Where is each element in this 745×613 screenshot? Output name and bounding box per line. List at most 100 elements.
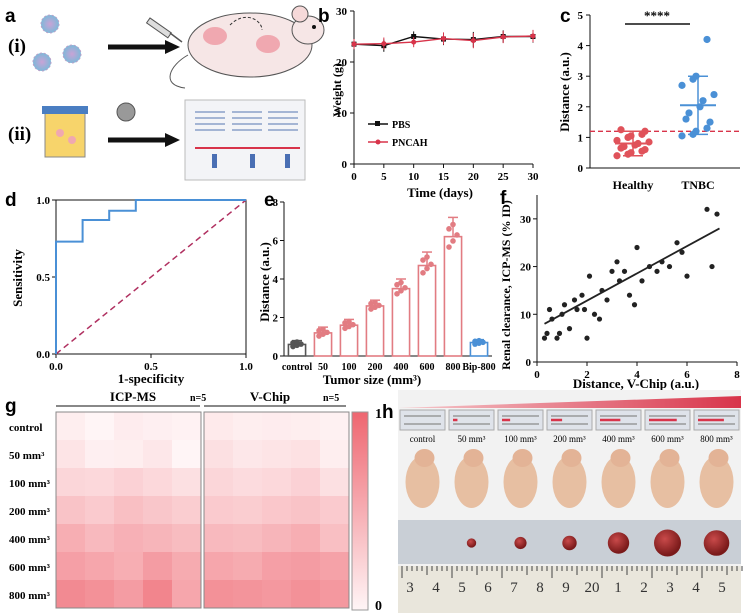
h-chip-image [546,409,593,431]
h-tumor [607,532,630,554]
g-heat-cell [320,524,349,552]
c-point-tnbc [678,132,686,140]
b-x-label: Time (days) [407,185,473,200]
h-ruler-number: 7 [510,580,518,596]
b-x-tick-label: 10 [408,171,420,183]
f-point [561,302,568,308]
e-x-tick-label: 800 [446,362,461,373]
e-point [372,299,378,306]
g-heat-cell [233,552,262,580]
g-heat-cell [233,524,262,552]
panel-label-g: g [5,396,17,417]
f-point [586,273,593,279]
b-y-tick-label: 30 [336,6,348,18]
c-cat-healthy: Healthy [613,178,654,192]
h-group-label: 100 mm³ [504,434,537,444]
f-point [579,292,585,298]
b-legend: PBS PNCAH [368,120,428,149]
g-heat-cell [291,524,320,552]
e-x-tick-label: Bip-800 [462,362,495,373]
h-group-label: 400 mm³ [602,434,635,444]
c-y-tick-label: 5 [578,10,584,22]
g-heat-cell [143,552,172,580]
e-x-tick-label: 100 [342,362,357,373]
b-point-pbs [411,34,417,39]
arrowhead-icon-2 [165,133,180,147]
g-heat-cell [320,496,349,524]
h-mouse-head [512,449,533,467]
e-y-tick-label: 6 [273,236,279,248]
h-tumor [703,530,730,556]
h-ruler-number: 4 [432,580,440,596]
g-heat-cell [56,440,85,468]
h-ruler-number: 3 [666,580,674,596]
g-row-label: control [9,422,42,434]
h-mouse-head [561,449,582,467]
h-mouse-photo [405,456,440,508]
h-mouse-head [708,449,729,467]
f-y-label: Renal clearance, ICP-MS (% ID) [499,200,513,370]
g-heat-cell [143,580,172,608]
c-point-healthy [613,152,621,160]
e-point [398,287,404,294]
c-y-label: Distance (a.u.) [557,52,572,132]
c-significance: **** [644,8,670,23]
f-y-tick-label: 20 [520,262,532,274]
g-heat-cell [56,412,85,440]
b-point-pncah [530,33,536,39]
e-point [476,337,482,344]
h-group-label: 800 mm³ [700,434,733,444]
g-cbar-max: 1 [375,407,382,422]
f-point [684,273,690,279]
h-ruler-number: 5 [458,580,466,596]
b-point-pncah [470,38,476,44]
c-point-tnbc [678,81,686,89]
h-ruler-number: 1 [614,580,622,596]
f-x-tick-label: 0 [534,369,540,381]
g-heat-cell [56,580,85,608]
g-title-vchip: V-Chip [250,389,290,404]
f-point [581,306,588,313]
g-heat-cell [233,468,262,496]
b-x-tick-label: 15 [438,171,450,183]
c-y-tick-label: 1 [578,132,584,144]
c-point-healthy [641,146,649,154]
g-heat-cell [143,440,172,468]
b-x-tick-label: 30 [528,171,540,183]
h-chip-channel [551,415,588,425]
g-heat-cell [114,552,143,580]
g-heat-cell [291,468,320,496]
c-point-tnbc [685,109,693,117]
e-x-tick-label: 600 [420,362,435,373]
g-heat-cell [143,524,172,552]
h-chip-channel [502,415,539,425]
h-mouse-photo [552,456,587,508]
b-point-pncah [500,34,506,40]
e-x-tick-label: control [282,362,313,373]
f-y-tick-label: 10 [520,309,532,321]
panel-g-heatmap: g ICP-MS n=5 V-Chip n=5 control 50 mm³ 100… [5,389,382,613]
h-tumor [514,536,527,550]
urine-cup-icon [44,111,86,158]
g-heat-cell [172,468,201,496]
e-point [394,291,400,297]
e-point [424,254,430,260]
f-point [621,268,628,274]
g-heat-cell [233,440,262,468]
g-heat-cell [143,412,172,440]
b-x-tick-label: 5 [381,171,387,183]
e-point [420,257,426,263]
f-point [566,326,573,332]
d-y-tick-label: 0.5 [36,272,50,284]
h-group-label: 50 mm³ [458,434,486,444]
g-colorbar [351,411,369,611]
g-heat-cell [114,468,143,496]
c-y-tick-label: 2 [578,102,584,114]
g-heat-cell [172,580,201,608]
g-row-label: 50 mm³ [9,450,45,462]
h-tumor [466,538,477,548]
g-heat-cell [320,552,349,580]
arrowhead-icon [165,40,180,54]
g-heat-cell [204,580,233,608]
h-mouse-head [463,449,484,467]
